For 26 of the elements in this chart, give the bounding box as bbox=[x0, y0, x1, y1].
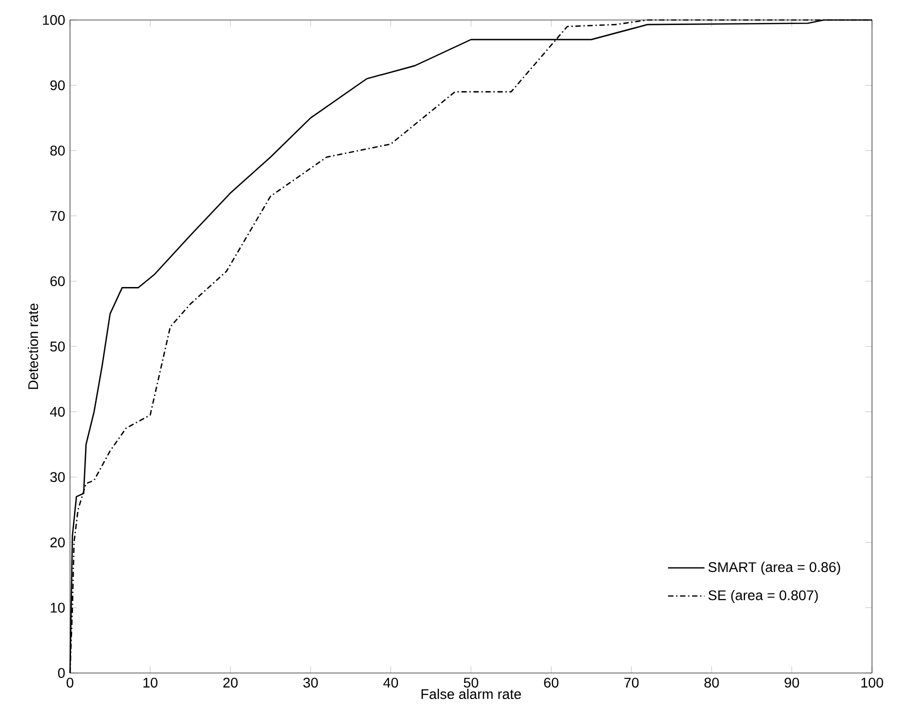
x-tick-label: 80 bbox=[704, 678, 719, 688]
y-tick-label: 10 bbox=[50, 602, 65, 613]
x-tick-label: 30 bbox=[303, 678, 318, 688]
y-tick-label: 50 bbox=[50, 342, 65, 352]
legend-label: SMART (area = 0.86) bbox=[708, 562, 840, 575]
legend-label: SE (area = 0.807) bbox=[708, 590, 818, 603]
x-tick-label: 10 bbox=[143, 678, 158, 688]
y-tick-label: 20 bbox=[50, 537, 65, 548]
x-tick-label: 70 bbox=[624, 678, 639, 688]
y-tick-label: 30 bbox=[50, 472, 65, 482]
x-tick-label: 20 bbox=[223, 678, 238, 688]
x-tick-label: 100 bbox=[861, 678, 884, 688]
y-tick-label: 100 bbox=[43, 15, 65, 25]
x-tick-label: 0 bbox=[66, 678, 74, 688]
y-tick-label: 90 bbox=[50, 80, 65, 90]
y-tick-label: 0 bbox=[58, 668, 65, 678]
y-tick-label: 80 bbox=[50, 146, 65, 156]
y-tick-label: 40 bbox=[50, 406, 65, 417]
y-tick-label: 70 bbox=[50, 210, 65, 221]
y-axis-title: Detection rate bbox=[28, 304, 38, 389]
x-axis-title: False alarm rate bbox=[422, 688, 521, 700]
x-tick-label: 60 bbox=[544, 678, 558, 688]
y-tick-label: 60 bbox=[50, 276, 65, 286]
x-tick-label: 40 bbox=[383, 678, 398, 688]
x-tick-label: 50 bbox=[464, 678, 478, 688]
x-tick-label: 90 bbox=[784, 678, 800, 688]
